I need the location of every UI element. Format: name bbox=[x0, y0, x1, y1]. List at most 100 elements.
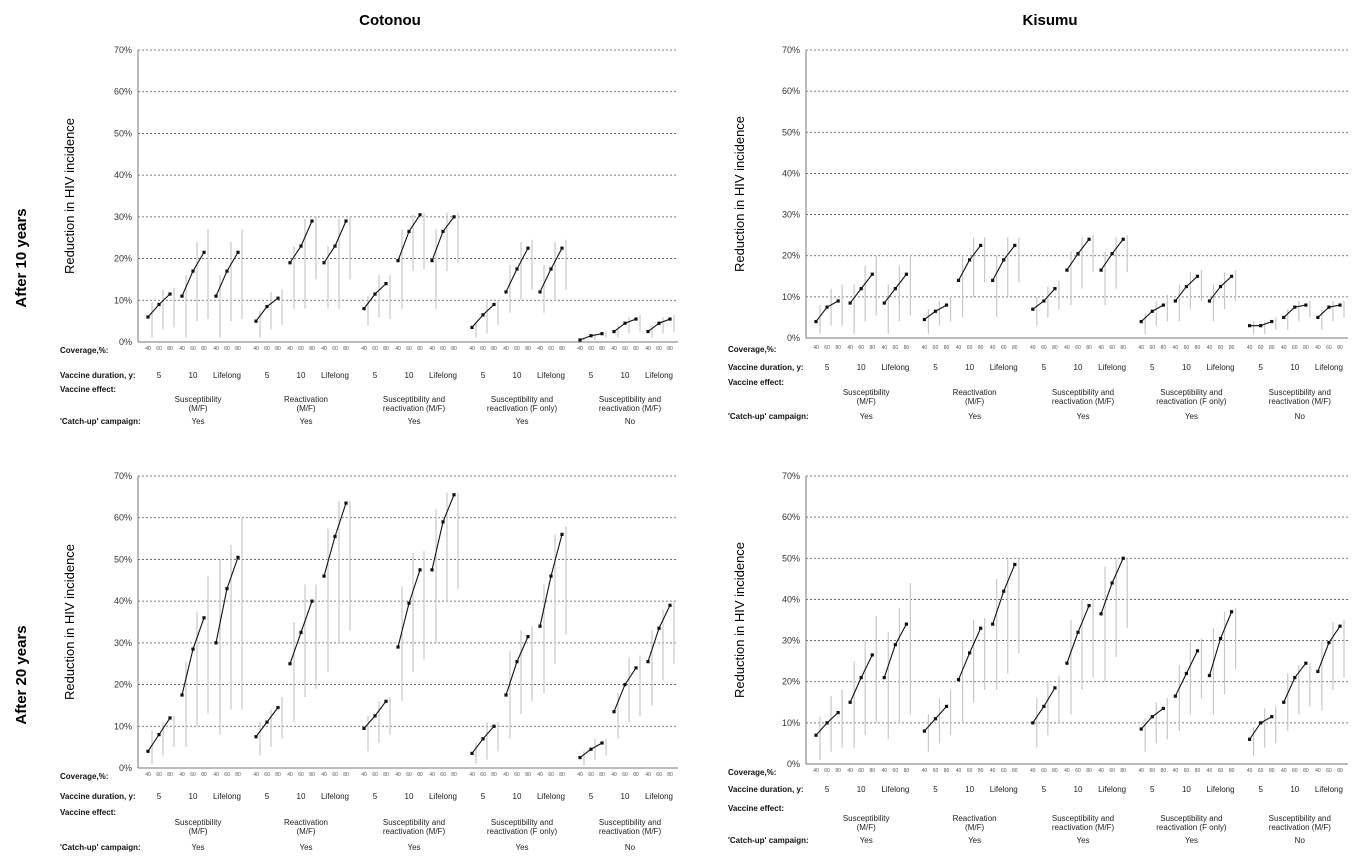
coverage-tick-label: 40 bbox=[179, 772, 185, 778]
campaign-label: Yes bbox=[860, 412, 873, 421]
y-tick-label: 70% bbox=[782, 471, 800, 481]
coverage-tick-label: 40 bbox=[145, 772, 151, 778]
data-point bbox=[225, 269, 229, 273]
effect-label-line1: Susceptibility and bbox=[383, 395, 445, 404]
data-point bbox=[1031, 721, 1035, 725]
coverage-tick-label: 60 bbox=[1001, 768, 1007, 774]
data-point bbox=[202, 250, 206, 254]
campaign-label: Yes bbox=[299, 843, 312, 852]
effect-label-line2: reactivation (M/F) bbox=[1052, 397, 1115, 406]
effect-label-line2: reactivation (F only) bbox=[487, 404, 558, 413]
duration-label: 10 bbox=[513, 792, 522, 801]
panels: 0%10%20%30%40%50%60%70%Reduction in HIV … bbox=[60, 45, 1348, 852]
coverage-tick-label: 40 bbox=[990, 345, 996, 351]
data-point bbox=[1207, 673, 1212, 678]
coverage-tick-label: 40 bbox=[881, 768, 887, 774]
series-line bbox=[647, 605, 671, 662]
data-point bbox=[288, 662, 292, 666]
coverage-tick-label: 80 bbox=[599, 346, 605, 352]
data-point bbox=[904, 272, 908, 276]
data-point bbox=[1195, 274, 1200, 278]
coverage-tick-label: 80 bbox=[491, 346, 497, 352]
data-point bbox=[870, 272, 874, 276]
duration-label: 10 bbox=[297, 792, 306, 801]
duration-label: 5 bbox=[157, 371, 162, 380]
data-point bbox=[254, 319, 258, 323]
coverage-tick-label: 60 bbox=[622, 772, 628, 778]
series-line bbox=[958, 245, 982, 281]
duration-label: 5 bbox=[1150, 785, 1155, 794]
duration-label: 5 bbox=[933, 363, 938, 372]
coverage-tick-label: 60 bbox=[858, 768, 864, 774]
data-point bbox=[668, 603, 672, 607]
series-line bbox=[215, 557, 239, 643]
coverage-tick-label: 80 bbox=[978, 345, 984, 351]
data-point bbox=[979, 243, 983, 248]
coverage-tick-label: 60 bbox=[298, 346, 304, 352]
duration-label: 5 bbox=[1258, 785, 1263, 794]
series-line bbox=[289, 220, 313, 264]
series-line bbox=[397, 214, 421, 261]
data-point bbox=[430, 259, 434, 263]
duration-label: 5 bbox=[1258, 363, 1263, 372]
duration-label: 5 bbox=[825, 363, 830, 372]
data-point bbox=[191, 647, 195, 651]
data-point bbox=[1293, 305, 1297, 309]
effect-label-line2: reactivation (F only) bbox=[487, 827, 558, 836]
effect-label-line1: Susceptibility and bbox=[1269, 814, 1331, 823]
coverage-tick-label: 60 bbox=[1149, 768, 1155, 774]
effect-label-line2: (M/F) bbox=[296, 404, 315, 413]
data-point bbox=[1316, 669, 1320, 674]
coverage-tick-label: 40 bbox=[847, 345, 853, 351]
duration-label: 5 bbox=[481, 371, 486, 380]
coverage-tick-label: 40 bbox=[1281, 345, 1287, 351]
duration-label: 10 bbox=[857, 785, 866, 794]
coverage-tick-label: 40 bbox=[253, 772, 259, 778]
data-point bbox=[933, 717, 938, 721]
coverage-tick-label: 60 bbox=[1292, 768, 1298, 774]
coverage-tick-label: 40 bbox=[1098, 768, 1104, 774]
coverage-tick-label: 80 bbox=[904, 768, 910, 774]
data-point bbox=[968, 651, 972, 655]
effect-label-line1: Reactivation bbox=[953, 814, 997, 823]
data-point bbox=[668, 317, 672, 321]
series-line bbox=[431, 494, 455, 570]
coverage-tick-label: 60 bbox=[224, 772, 230, 778]
y-tick-label: 30% bbox=[782, 636, 800, 646]
data-point bbox=[1002, 589, 1006, 593]
series-line bbox=[181, 252, 205, 297]
data-point bbox=[1195, 649, 1200, 653]
data-point bbox=[1110, 581, 1114, 585]
y-tick-label: 20% bbox=[782, 251, 800, 261]
coverage-tick-label: 40 bbox=[813, 768, 819, 774]
coverage-tick-label: 60 bbox=[548, 772, 554, 778]
coverage-tick-label: 40 bbox=[1138, 768, 1144, 774]
coverage-tick-label: 40 bbox=[503, 772, 509, 778]
data-point bbox=[202, 616, 206, 620]
data-point bbox=[1076, 630, 1080, 634]
coverage-tick-label: 40 bbox=[1173, 345, 1179, 351]
coverage-tick-label: 60 bbox=[1001, 345, 1007, 351]
data-point bbox=[214, 641, 218, 645]
series-line bbox=[363, 283, 387, 309]
data-point bbox=[848, 700, 852, 704]
data-point bbox=[236, 555, 240, 559]
data-point bbox=[1259, 324, 1263, 328]
coverage-tick-label: 80 bbox=[1269, 345, 1275, 351]
data-point bbox=[825, 305, 829, 309]
y-tick-label: 40% bbox=[782, 168, 800, 178]
data-point bbox=[882, 676, 886, 680]
data-point bbox=[848, 301, 852, 305]
data-point bbox=[362, 307, 366, 311]
duration-label: Lifelong bbox=[213, 371, 241, 380]
data-point bbox=[384, 282, 388, 286]
data-point bbox=[870, 653, 874, 657]
coverage-tick-label: 60 bbox=[224, 346, 230, 352]
coverage-tick-label: 80 bbox=[201, 772, 207, 778]
series-line bbox=[1032, 288, 1056, 310]
y-axis-label: Reduction in HIV incidence bbox=[62, 544, 77, 700]
coverage-tick-label: 80 bbox=[667, 772, 673, 778]
coverage-tick-label: 40 bbox=[1207, 345, 1213, 351]
series-line bbox=[1249, 716, 1273, 740]
duration-label: 10 bbox=[621, 371, 630, 380]
